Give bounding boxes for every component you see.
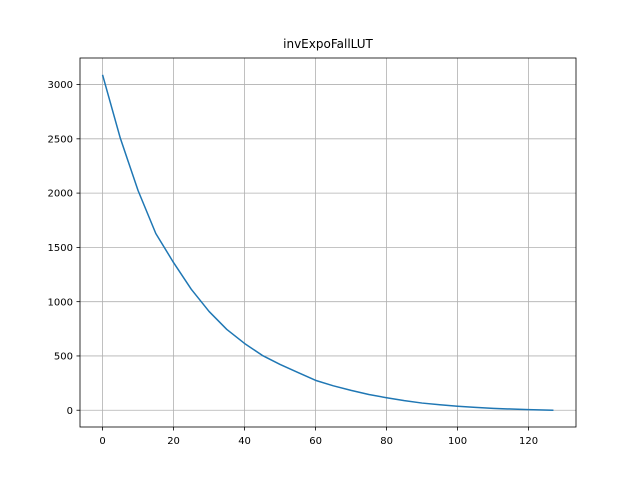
y-axis: 0 500 1000 1500 2000 2500 3000 (48, 80, 80, 417)
grid (80, 58, 576, 427)
series-layer (101, 74, 554, 411)
y-tick-label: 2000 (48, 189, 73, 200)
x-tick-label: 120 (519, 436, 538, 447)
y-tick-label: 0 (67, 406, 73, 417)
y-tick-label: 1500 (48, 243, 73, 254)
x-tick-label: 60 (309, 436, 322, 447)
y-tick-label: 500 (54, 352, 73, 363)
x-axis: 0 20 40 60 80 100 120 (99, 427, 538, 447)
x-tick-label: 0 (99, 436, 105, 447)
chart-title: invExpoFallLUT (283, 37, 373, 51)
y-tick-label: 3000 (48, 80, 73, 91)
x-tick-label: 40 (238, 436, 251, 447)
x-tick-label: 100 (448, 436, 467, 447)
x-tick-label: 20 (167, 436, 180, 447)
series-line (101, 74, 554, 411)
y-tick-label: 2500 (48, 134, 73, 145)
plot-area-frame (79, 57, 577, 428)
x-tick-label: 80 (380, 436, 393, 447)
y-tick-label: 1000 (48, 297, 73, 308)
